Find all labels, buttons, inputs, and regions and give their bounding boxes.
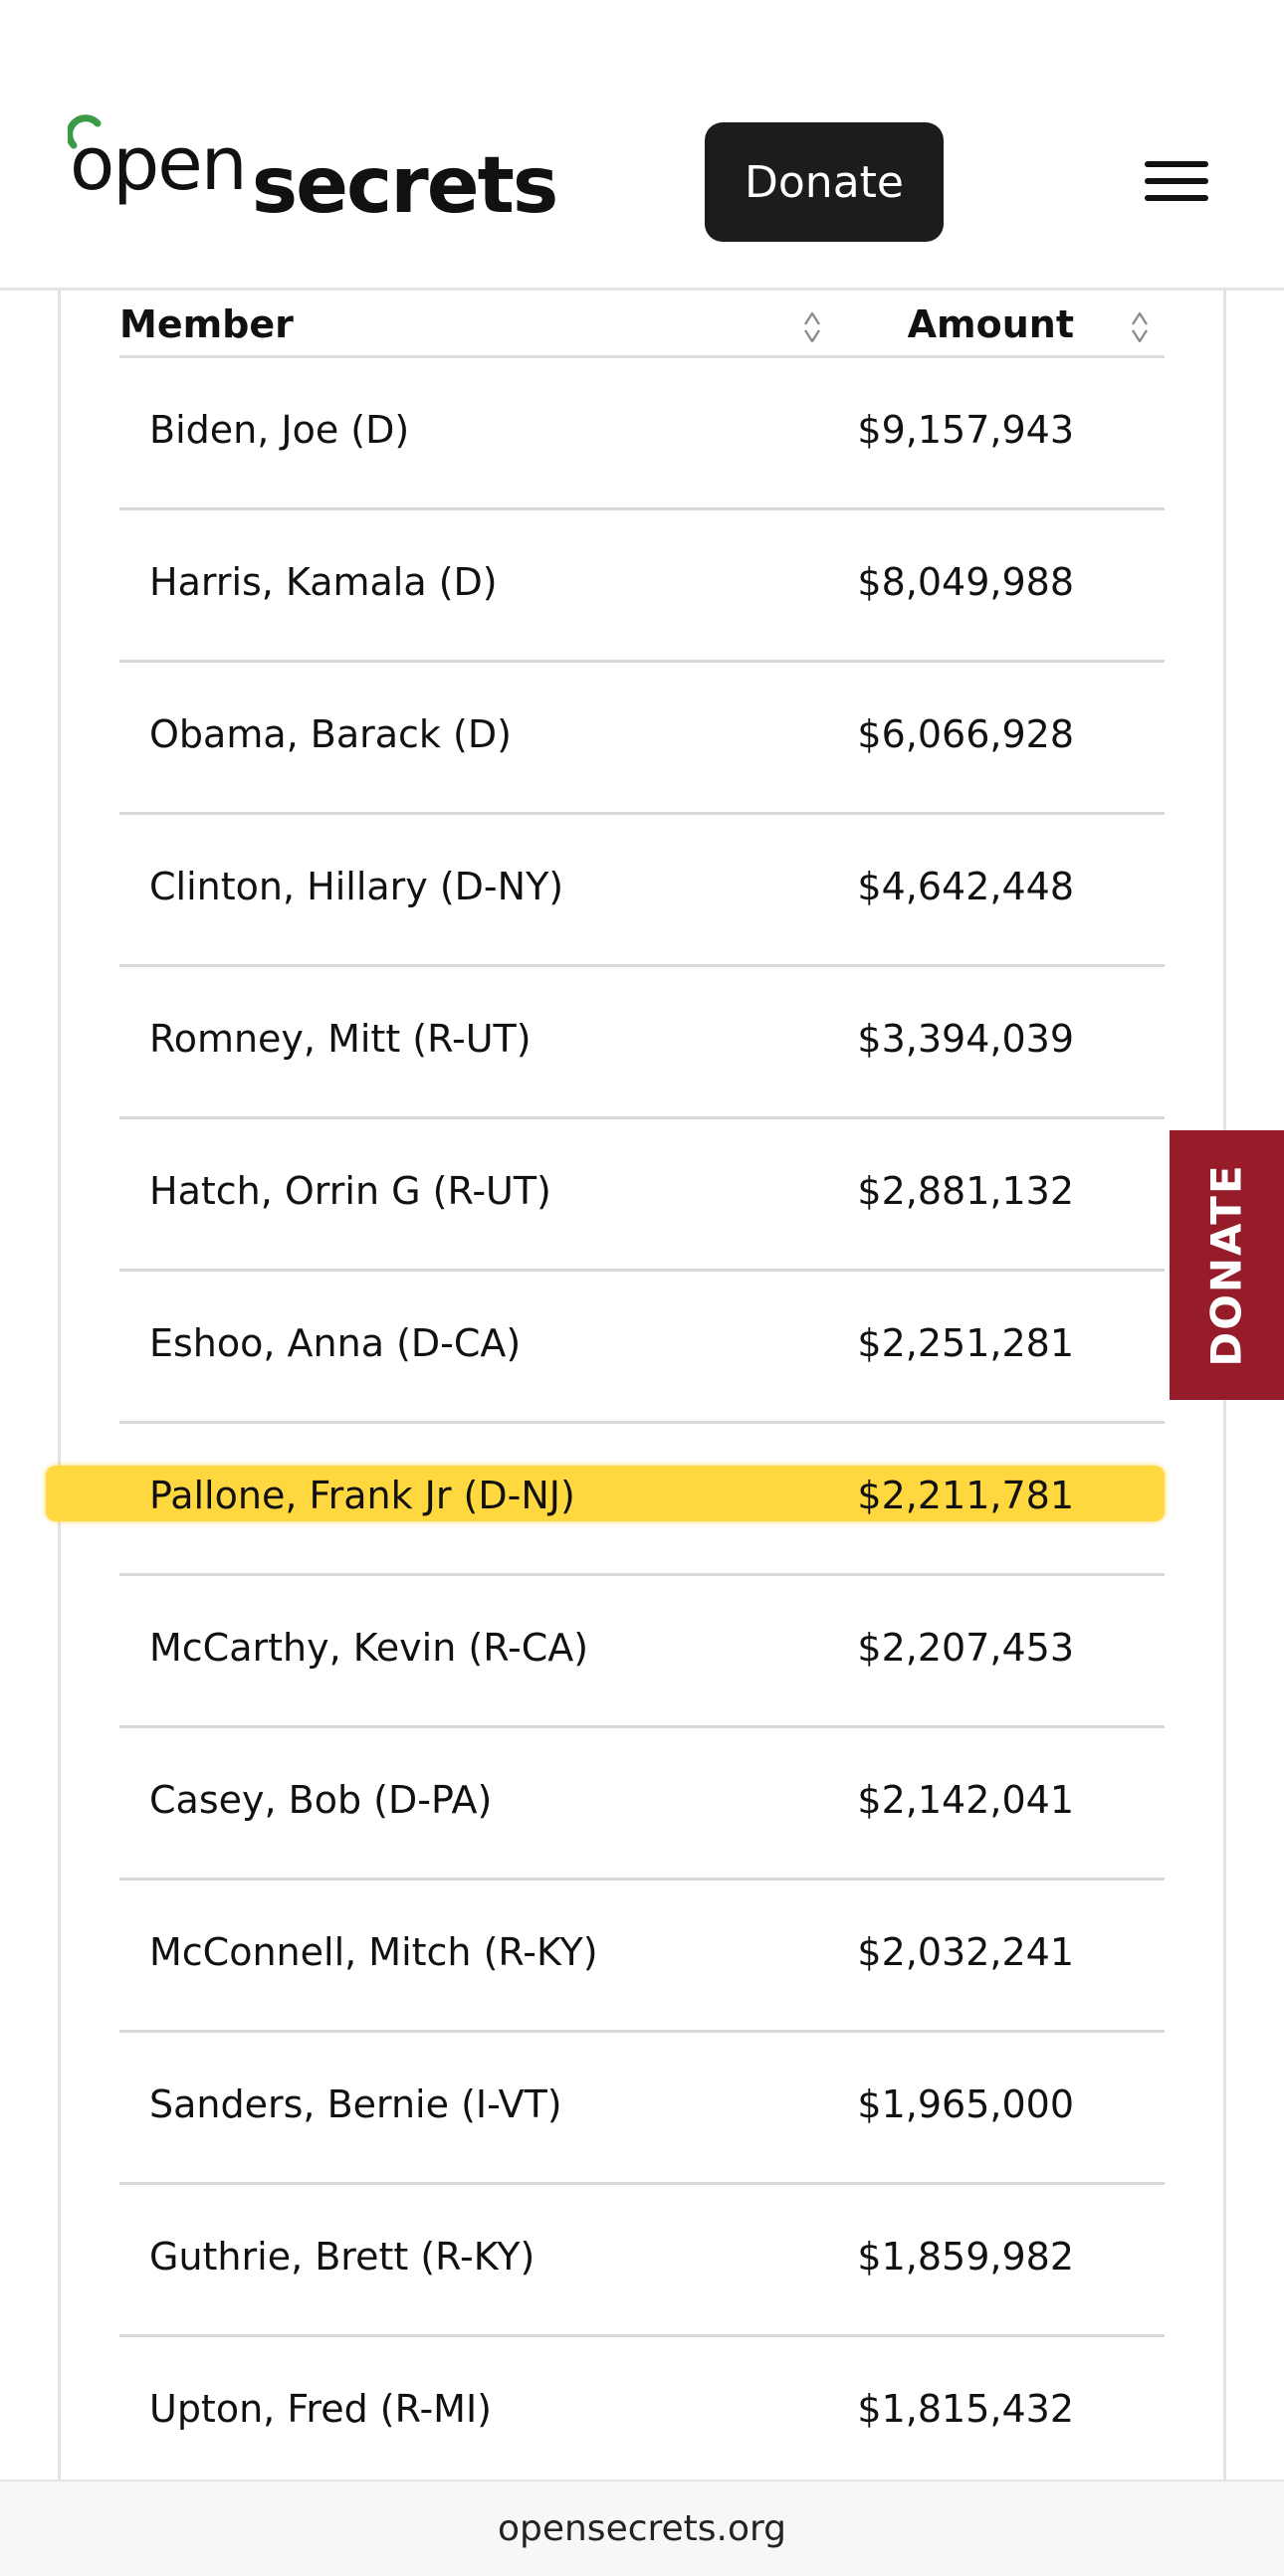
logo-arc-icon bbox=[68, 114, 102, 149]
member-name[interactable]: Romney, Mitt (R-UT) bbox=[149, 1017, 532, 1061]
member-name[interactable]: McConnell, Mitch (R-KY) bbox=[149, 1930, 598, 1974]
member-name[interactable]: Guthrie, Brett (R-KY) bbox=[149, 2235, 535, 2279]
column-header-amount[interactable]: Amount bbox=[907, 302, 1074, 346]
table-row[interactable]: Clinton, Hillary (D-NY) $4,642,448 bbox=[119, 815, 1165, 967]
amount-value: $2,142,041 bbox=[857, 1778, 1074, 1822]
table-row[interactable]: McCarthy, Kevin (R-CA) $2,207,453 bbox=[119, 1576, 1165, 1728]
table-card bbox=[58, 291, 1226, 2479]
amount-value: $6,066,928 bbox=[857, 712, 1074, 756]
table-row[interactable]: Casey, Bob (D-PA) $2,142,041 bbox=[119, 1728, 1165, 1881]
hamburger-menu-icon[interactable] bbox=[1145, 149, 1208, 213]
amount-value: $2,207,453 bbox=[857, 1626, 1074, 1670]
amount-value: $4,642,448 bbox=[857, 865, 1074, 908]
table-row[interactable]: Obama, Barack (D) $6,066,928 bbox=[119, 663, 1165, 815]
table-row[interactable]: Upton, Fred (R-MI) $1,815,432 bbox=[119, 2337, 1165, 2489]
table-row[interactable]: Romney, Mitt (R-UT) $3,394,039 bbox=[119, 967, 1165, 1119]
member-name[interactable]: McCarthy, Kevin (R-CA) bbox=[149, 1626, 589, 1670]
amount-value: $2,251,281 bbox=[857, 1321, 1074, 1365]
amount-value: $9,157,943 bbox=[857, 408, 1074, 452]
member-name[interactable]: Upton, Fred (R-MI) bbox=[149, 2387, 493, 2431]
browser-url-bar[interactable]: opensecrets.org bbox=[0, 2479, 1284, 2576]
member-name[interactable]: Harris, Kamala (D) bbox=[149, 560, 498, 604]
member-name[interactable]: Eshoo, Anna (D-CA) bbox=[149, 1321, 522, 1365]
member-name[interactable]: Hatch, Orrin G (R-UT) bbox=[149, 1169, 551, 1213]
side-donate-label: DONATE bbox=[1202, 1163, 1251, 1367]
table-row[interactable]: Harris, Kamala (D) $8,049,988 bbox=[119, 510, 1165, 663]
site-header: open secrets Donate bbox=[0, 0, 1284, 291]
member-name[interactable]: Casey, Bob (D-PA) bbox=[149, 1778, 493, 1822]
sort-arrows-icon[interactable] bbox=[801, 308, 823, 346]
table-row[interactable]: Sanders, Bernie (I-VT) $1,965,000 bbox=[119, 2033, 1165, 2185]
donate-button[interactable]: Donate bbox=[705, 122, 944, 242]
amount-value: $2,211,781 bbox=[857, 1474, 1074, 1517]
sort-arrows-icon[interactable] bbox=[1129, 308, 1151, 346]
column-header-member[interactable]: Member bbox=[119, 302, 294, 346]
table-row[interactable]: Eshoo, Anna (D-CA) $2,251,281 bbox=[119, 1272, 1165, 1424]
table-row[interactable]: Guthrie, Brett (R-KY) $1,859,982 bbox=[119, 2185, 1165, 2337]
amount-value: $2,032,241 bbox=[857, 1930, 1074, 1974]
menu-line bbox=[1145, 178, 1208, 184]
amount-value: $1,965,000 bbox=[857, 2082, 1074, 2126]
member-name[interactable]: Biden, Joe (D) bbox=[149, 408, 410, 452]
member-name[interactable]: Sanders, Bernie (I-VT) bbox=[149, 2082, 562, 2126]
table-row[interactable]: McConnell, Mitch (R-KY) $2,032,241 bbox=[119, 1881, 1165, 2033]
opensecrets-logo[interactable]: open secrets bbox=[68, 114, 559, 231]
amount-value: $1,815,432 bbox=[857, 2387, 1074, 2431]
amount-value: $1,859,982 bbox=[857, 2235, 1074, 2279]
side-donate-tab[interactable]: DONATE bbox=[1170, 1130, 1284, 1400]
table-row[interactable]: Hatch, Orrin G (R-UT) $2,881,132 bbox=[119, 1119, 1165, 1272]
logo-secrets-text: secrets bbox=[251, 141, 559, 231]
member-name[interactable]: Clinton, Hillary (D-NY) bbox=[149, 865, 564, 908]
menu-line bbox=[1145, 195, 1208, 201]
table-header: Member Amount bbox=[119, 291, 1165, 358]
members-table: Member Amount Biden, Joe (D) $9,157,943 … bbox=[46, 291, 1165, 2489]
table-row[interactable]: Biden, Joe (D) $9,157,943 bbox=[119, 358, 1165, 510]
table-row-highlighted[interactable]: Pallone, Frank Jr (D-NJ) $2,211,781 bbox=[46, 1424, 1165, 1576]
member-name[interactable]: Pallone, Frank Jr (D-NJ) bbox=[149, 1474, 575, 1517]
amount-value: $8,049,988 bbox=[857, 560, 1074, 604]
member-name[interactable]: Obama, Barack (D) bbox=[149, 712, 512, 756]
logo-open-text: open bbox=[70, 121, 248, 207]
amount-value: $3,394,039 bbox=[857, 1017, 1074, 1061]
amount-value: $2,881,132 bbox=[857, 1169, 1074, 1213]
url-text: opensecrets.org bbox=[497, 2508, 787, 2549]
menu-line bbox=[1145, 161, 1208, 167]
